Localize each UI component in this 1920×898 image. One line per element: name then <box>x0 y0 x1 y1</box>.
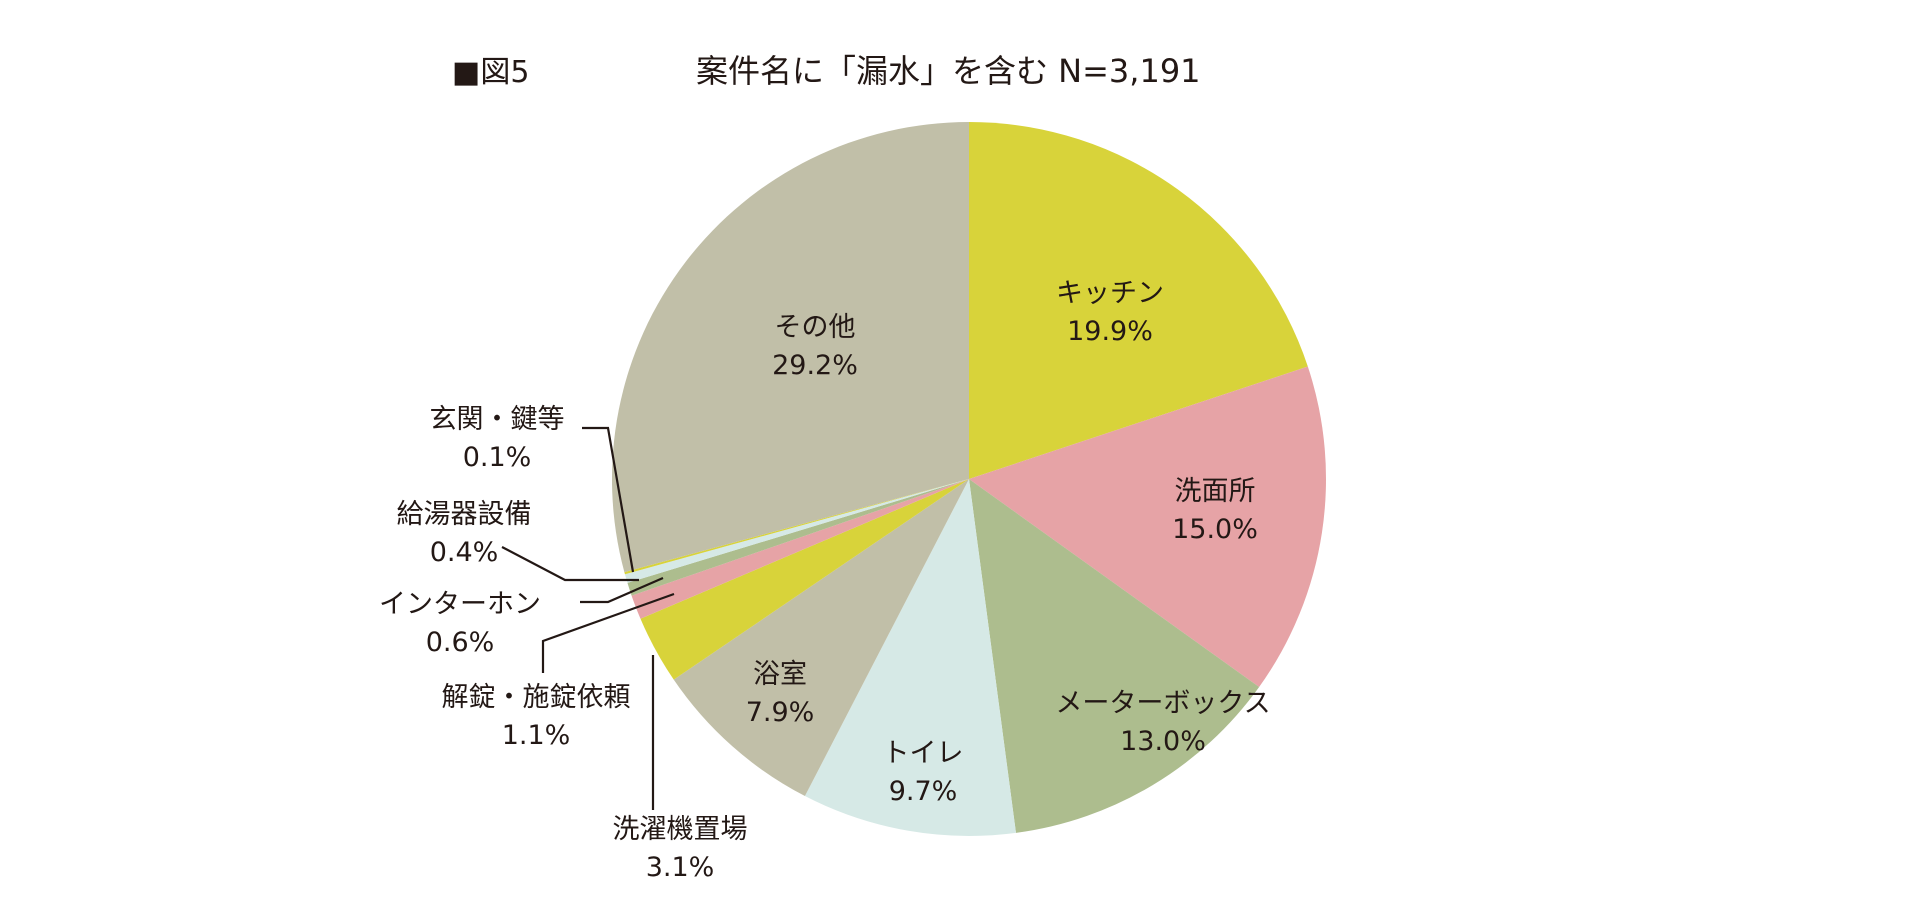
slice-value-label: 0.1% <box>463 442 532 473</box>
slice-value-label: 0.6% <box>426 627 495 658</box>
leader-lines <box>501 426 675 810</box>
slice-name-label: インターホン <box>379 589 541 620</box>
pie-slice <box>631 479 969 619</box>
slice-name-label: 給湯器設備 <box>397 499 532 530</box>
slice-value-label: 0.4% <box>430 537 499 568</box>
slice-name-label: メーターボックス <box>1055 688 1270 719</box>
slice-value-label: 3.1% <box>646 852 715 883</box>
slice-value-label: 29.2% <box>772 350 858 381</box>
slice-name-label: 解錠・施錠依頼 <box>442 682 631 713</box>
pie-slice <box>673 479 969 797</box>
slice-name-label: 浴室 <box>753 659 807 690</box>
slice-value-label: 13.0% <box>1120 726 1206 757</box>
slice-name-label: 玄関・鍵等 <box>430 404 565 435</box>
pie-slice <box>804 479 1016 837</box>
pie-slice <box>612 122 969 573</box>
chart-title: 案件名に「漏水」を含む N=3,191 <box>696 52 1201 90</box>
pie-slice <box>969 479 1260 833</box>
slice-value-label: 1.1% <box>502 720 571 751</box>
leader-line <box>582 426 635 573</box>
slice-value-label: 15.0% <box>1172 514 1258 545</box>
pie-slice <box>969 122 1308 479</box>
pie-slice <box>624 479 969 583</box>
leader-line <box>501 546 639 582</box>
leader-line <box>541 592 675 673</box>
pie-slice <box>624 479 969 575</box>
pie-slice <box>969 366 1327 688</box>
slice-name-label: 洗面所 <box>1175 476 1256 507</box>
leader-line <box>580 576 664 604</box>
slice-value-label: 19.9% <box>1067 316 1153 347</box>
pie-slice <box>627 479 969 596</box>
slice-name-label: トイレ <box>883 738 964 769</box>
slice-value-label: 7.9% <box>746 697 815 728</box>
pie-slices <box>612 122 1327 837</box>
pie-slice <box>640 479 969 680</box>
slice-name-label: その他 <box>775 312 856 343</box>
slice-name-label: 洗濯機置場 <box>613 814 748 845</box>
slice-name-label: キッチン <box>1056 278 1164 309</box>
slice-labels: キッチン 19.9% 洗面所 15.0% メーターボックス 13.0% トイレ 9.7% 浴室 7… <box>379 278 1271 883</box>
figure-label: ■図5 <box>452 55 529 90</box>
slice-value-label: 9.7% <box>889 776 958 807</box>
